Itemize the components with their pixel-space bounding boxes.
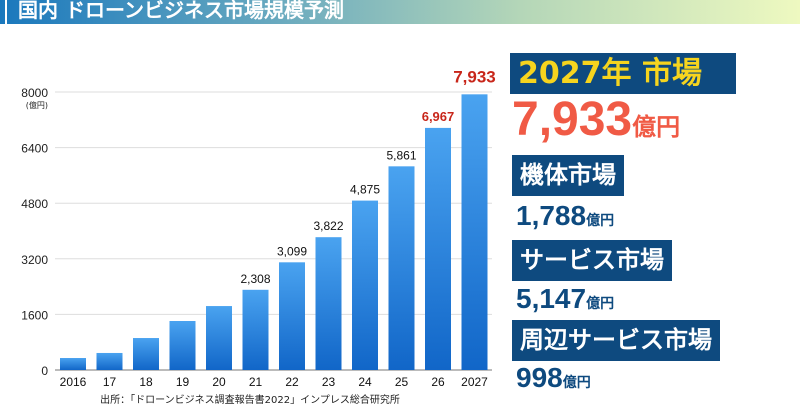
bar-23 (315, 237, 342, 370)
x-tick-label: 24 (358, 375, 372, 389)
source-note: 出所：「ドローンビジネス調査報告書2022」インプレス総合研究所 (100, 393, 400, 406)
bar-19 (169, 321, 196, 370)
bar-2016 (60, 358, 86, 370)
x-tick-label: 26 (431, 375, 445, 389)
x-tick-label: 25 (395, 375, 409, 389)
y-axis-unit: (億円) (26, 100, 48, 110)
segment-box-service: サービス市場 (512, 240, 672, 281)
bar-chart: 0 1600 3200 4800 6400 8000(億円) 2016 17 18 19 20 21 2… (21, 67, 496, 406)
data-label: 5,861 (386, 148, 416, 162)
bar-18 (133, 338, 159, 370)
y-tick-label: 1600 (21, 308, 48, 322)
data-label: 2,308 (240, 272, 270, 286)
bar-21 (242, 289, 269, 370)
bar-25 (388, 166, 415, 370)
data-label: 4,875 (350, 183, 380, 197)
title-divider (5, 0, 7, 24)
x-tick-label: 19 (176, 375, 190, 389)
x-tick-label: 2016 (60, 375, 87, 389)
segment-value-peripheral: 998億円 (516, 362, 591, 394)
headline-box: 2027年 市場 (510, 53, 736, 94)
y-tick-label: 4800 (21, 197, 48, 211)
value-unit: 億円 (586, 212, 615, 228)
bar-17 (96, 352, 123, 370)
segment-box-airframe: 機体市場 (512, 155, 624, 196)
total-value: 7,933億円 (512, 92, 680, 147)
y-tick-label: 3200 (21, 253, 48, 267)
value-unit: 億円 (562, 374, 591, 390)
x-tick-label: 23 (322, 375, 336, 389)
data-label: 6,967 (422, 109, 455, 124)
title-bar: 国内 ドローンビジネス市場規模予測 (0, 0, 800, 24)
y-tick-label: 6400 (21, 142, 48, 156)
x-tick-label: 2027 (461, 375, 488, 389)
y-tick-label: 8000 (21, 86, 48, 100)
x-tick-label: 22 (285, 375, 299, 389)
bar-2027 (461, 94, 488, 370)
data-label: 3,099 (277, 244, 307, 258)
bar-26 (425, 127, 451, 370)
segment-value-service: 5,147億円 (516, 283, 614, 315)
segment-box-peripheral: 周辺サービス市場 (512, 320, 720, 361)
value-number: 998 (516, 362, 563, 393)
data-label: 7,933 (453, 67, 496, 86)
x-tick-label: 18 (139, 375, 153, 389)
y-tick-label: 0 (41, 364, 48, 378)
page-title: 国内 ドローンビジネス市場規模予測 (18, 0, 344, 22)
total-unit: 億円 (632, 114, 681, 141)
total-number: 7,933 (512, 93, 633, 146)
segment-value-airframe: 1,788億円 (516, 200, 614, 232)
value-number: 5,147 (516, 283, 587, 314)
x-tick-label: 20 (212, 375, 226, 389)
value-unit: 億円 (586, 295, 615, 311)
x-tick-label: 17 (103, 375, 117, 389)
bar-24 (352, 200, 378, 370)
x-tick-label: 21 (249, 375, 263, 389)
bar-20 (206, 306, 232, 370)
data-label: 3,822 (313, 219, 343, 233)
value-number: 1,788 (516, 200, 587, 231)
bar-22 (279, 262, 305, 370)
